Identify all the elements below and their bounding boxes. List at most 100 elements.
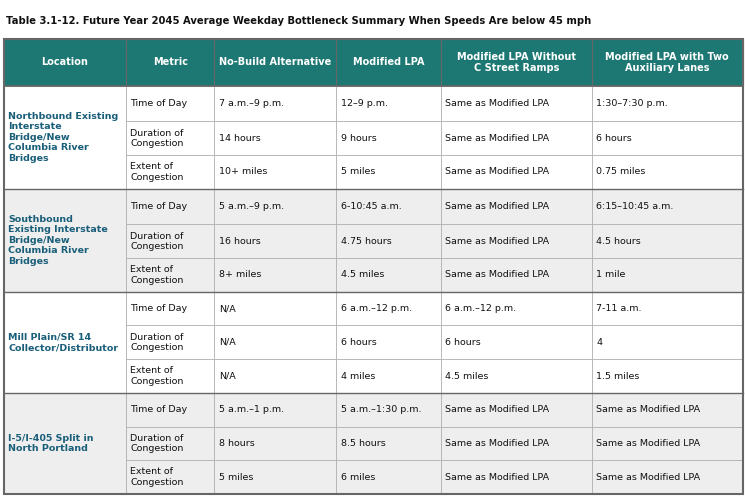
Text: 6 hours: 6 hours: [446, 338, 481, 347]
Text: Duration of
Congestion: Duration of Congestion: [130, 232, 183, 251]
Text: Duration of
Congestion: Duration of Congestion: [130, 434, 183, 453]
Bar: [336, 393, 441, 426]
Bar: [215, 326, 336, 359]
Bar: [592, 258, 743, 292]
Text: 5 miles: 5 miles: [340, 168, 375, 176]
Bar: [592, 39, 743, 86]
Bar: [592, 426, 743, 460]
Bar: [127, 426, 215, 460]
Text: 6-10:45 a.m.: 6-10:45 a.m.: [340, 202, 402, 211]
Text: 6 hours: 6 hours: [596, 134, 632, 142]
Text: 4.75 hours: 4.75 hours: [340, 236, 392, 246]
Bar: [215, 155, 336, 189]
Bar: [441, 39, 592, 86]
Text: I-5/I-405 Split in
North Portland: I-5/I-405 Split in North Portland: [8, 434, 94, 453]
Bar: [441, 359, 592, 393]
Text: 6 a.m.–12 p.m.: 6 a.m.–12 p.m.: [340, 304, 412, 313]
Text: 9 hours: 9 hours: [340, 134, 376, 142]
Bar: [215, 426, 336, 460]
Text: Duration of
Congestion: Duration of Congestion: [130, 128, 183, 148]
Bar: [215, 258, 336, 292]
Bar: [127, 155, 215, 189]
Text: 4: 4: [596, 338, 602, 347]
Bar: [215, 86, 336, 122]
Text: Extent of
Congestion: Extent of Congestion: [130, 468, 183, 487]
Bar: [441, 326, 592, 359]
Text: Same as Modified LPA: Same as Modified LPA: [446, 202, 550, 211]
Bar: [215, 39, 336, 86]
Bar: [336, 326, 441, 359]
Text: N/A: N/A: [219, 372, 235, 380]
Bar: [215, 393, 336, 426]
Text: Same as Modified LPA: Same as Modified LPA: [596, 472, 700, 482]
Bar: [4, 39, 127, 86]
Text: 6 hours: 6 hours: [340, 338, 376, 347]
Text: 1.5 miles: 1.5 miles: [596, 372, 640, 380]
Text: Time of Day: Time of Day: [130, 405, 187, 414]
Text: Same as Modified LPA: Same as Modified LPA: [446, 99, 550, 108]
Text: 12–9 p.m.: 12–9 p.m.: [340, 99, 387, 108]
Text: 5 a.m.–1 p.m.: 5 a.m.–1 p.m.: [219, 405, 284, 414]
Bar: [127, 122, 215, 155]
Bar: [336, 122, 441, 155]
Text: 4.5 miles: 4.5 miles: [446, 372, 489, 380]
Text: Duration of
Congestion: Duration of Congestion: [130, 332, 183, 352]
Bar: [127, 393, 215, 426]
Bar: [215, 460, 336, 494]
Text: Time of Day: Time of Day: [130, 99, 187, 108]
Text: Same as Modified LPA: Same as Modified LPA: [446, 236, 550, 246]
Bar: [592, 224, 743, 258]
Bar: [592, 189, 743, 224]
Text: Same as Modified LPA: Same as Modified LPA: [446, 472, 550, 482]
Text: Extent of
Congestion: Extent of Congestion: [130, 265, 183, 284]
Bar: [441, 393, 592, 426]
Bar: [127, 189, 215, 224]
Text: 6 miles: 6 miles: [340, 472, 375, 482]
Bar: [336, 359, 441, 393]
Bar: [127, 258, 215, 292]
Bar: [592, 122, 743, 155]
Text: 1 mile: 1 mile: [596, 270, 626, 280]
Text: 8 hours: 8 hours: [219, 439, 255, 448]
Bar: [336, 189, 441, 224]
Text: Same as Modified LPA: Same as Modified LPA: [446, 405, 550, 414]
Bar: [336, 86, 441, 122]
Bar: [592, 155, 743, 189]
Bar: [336, 155, 441, 189]
Bar: [441, 258, 592, 292]
Text: Mill Plain/SR 14
Collector/Distributor: Mill Plain/SR 14 Collector/Distributor: [8, 332, 118, 352]
Text: 6 a.m.–12 p.m.: 6 a.m.–12 p.m.: [446, 304, 516, 313]
Bar: [592, 292, 743, 326]
Text: Modified LPA: Modified LPA: [353, 58, 425, 68]
Text: 4.5 hours: 4.5 hours: [596, 236, 641, 246]
Bar: [441, 189, 592, 224]
Bar: [592, 393, 743, 426]
Bar: [441, 224, 592, 258]
Bar: [336, 460, 441, 494]
Bar: [441, 86, 592, 122]
Bar: [336, 258, 441, 292]
Text: Northbound Existing
Interstate
Bridge/New
Columbia River
Bridges: Northbound Existing Interstate Bridge/Ne…: [8, 112, 118, 162]
Text: Time of Day: Time of Day: [130, 202, 187, 211]
Text: 16 hours: 16 hours: [219, 236, 261, 246]
Bar: [215, 189, 336, 224]
Text: Same as Modified LPA: Same as Modified LPA: [446, 168, 550, 176]
Bar: [441, 426, 592, 460]
Bar: [127, 326, 215, 359]
Text: Extent of
Congestion: Extent of Congestion: [130, 366, 183, 386]
Text: 5 miles: 5 miles: [219, 472, 253, 482]
Text: Metric: Metric: [153, 58, 188, 68]
Text: 8.5 hours: 8.5 hours: [340, 439, 385, 448]
Text: 5 a.m.–1:30 p.m.: 5 a.m.–1:30 p.m.: [340, 405, 421, 414]
Text: 4 miles: 4 miles: [340, 372, 375, 380]
Bar: [4, 393, 127, 494]
Bar: [336, 426, 441, 460]
Text: Same as Modified LPA: Same as Modified LPA: [446, 439, 550, 448]
Text: 1:30–7:30 p.m.: 1:30–7:30 p.m.: [596, 99, 668, 108]
Bar: [127, 39, 215, 86]
Bar: [441, 460, 592, 494]
Bar: [215, 224, 336, 258]
Text: 4.5 miles: 4.5 miles: [340, 270, 384, 280]
Bar: [127, 224, 215, 258]
Text: 7-11 a.m.: 7-11 a.m.: [596, 304, 641, 313]
